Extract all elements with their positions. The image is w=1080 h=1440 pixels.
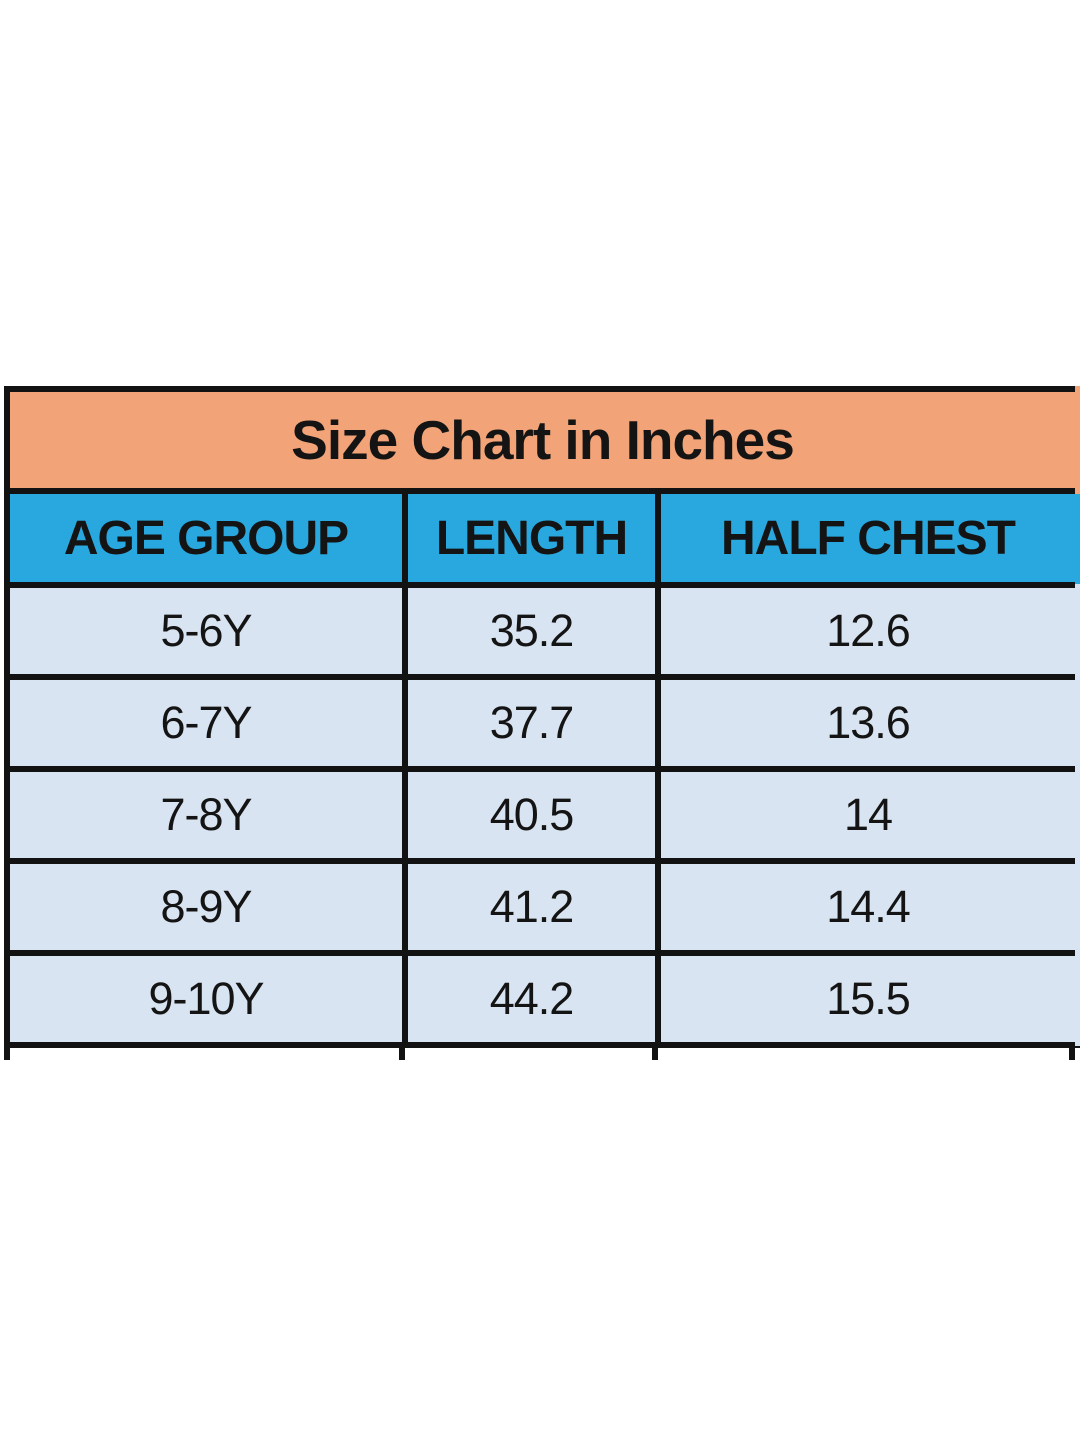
column-header-half-chest: HALF CHEST: [655, 488, 1080, 588]
cell-length: 40.5: [402, 766, 661, 864]
size-chart-table: Size Chart in Inches AGE GROUP LENGTH HA…: [4, 386, 1080, 1048]
cell-length: 35.2: [402, 582, 661, 680]
cropped-title-sliver: [1075, 386, 1080, 494]
cell-age-group: 7-8Y: [4, 766, 408, 864]
cropped-right-edge: [1075, 386, 1080, 1046]
title-row: Size Chart in Inches: [4, 386, 1080, 494]
cell-age-group: 9-10Y: [4, 950, 408, 1048]
table-row: 9-10Y 44.2 15.5: [4, 950, 1080, 1048]
cropped-border-stub: [4, 1044, 10, 1060]
cell-half-chest: 14: [655, 766, 1080, 864]
cell-length: 44.2: [402, 950, 661, 1048]
cell-half-chest: 14.4: [655, 858, 1080, 956]
cell-age-group: 8-9Y: [4, 858, 408, 956]
column-header-length: LENGTH: [402, 488, 661, 588]
cell-age-group: 5-6Y: [4, 582, 408, 680]
cropped-border-stub: [399, 1044, 405, 1060]
cropped-header-sliver: [1075, 494, 1080, 584]
cell-half-chest: 15.5: [655, 950, 1080, 1048]
table-row: 6-7Y 37.7 13.6: [4, 674, 1080, 772]
cell-length: 37.7: [402, 674, 661, 772]
table-title: Size Chart in Inches: [4, 386, 1080, 494]
table-row: 5-6Y 35.2 12.6: [4, 582, 1080, 680]
cell-half-chest: 13.6: [655, 674, 1080, 772]
cropped-border-stub: [652, 1044, 658, 1060]
cropped-border-stub: [1069, 1044, 1075, 1060]
table-row: 7-8Y 40.5 14: [4, 766, 1080, 864]
column-header-row: AGE GROUP LENGTH HALF CHEST: [4, 488, 1080, 588]
table-row: 8-9Y 41.2 14.4: [4, 858, 1080, 956]
cell-age-group: 6-7Y: [4, 674, 408, 772]
cell-length: 41.2: [402, 858, 661, 956]
column-header-age-group: AGE GROUP: [4, 488, 408, 588]
cell-half-chest: 12.6: [655, 582, 1080, 680]
cropped-rows-sliver: [1075, 584, 1080, 1046]
